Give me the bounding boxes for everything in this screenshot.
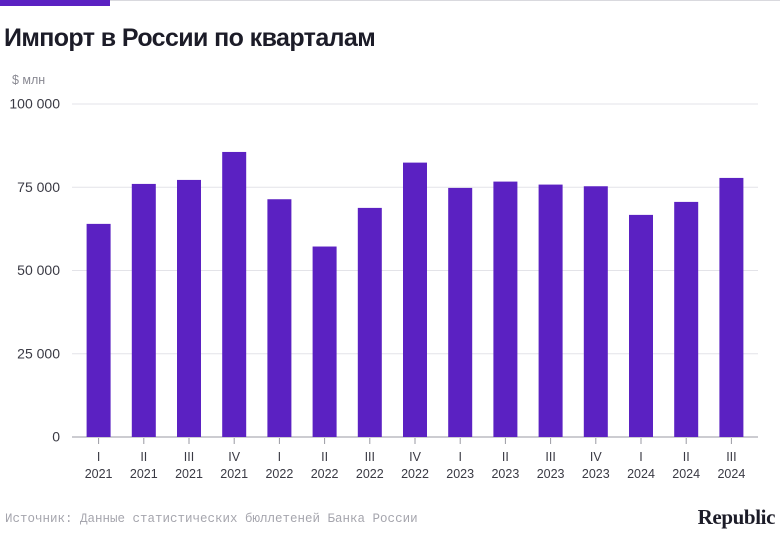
x-tick-label-quarter: I — [458, 450, 461, 464]
chart-title: Импорт в России по кварталам — [4, 24, 376, 52]
republic-logo: Republic — [697, 505, 776, 529]
x-tick-label-quarter: I — [97, 450, 100, 464]
x-tick-label-year: 2022 — [356, 467, 384, 481]
x-tick-label-quarter: II — [321, 450, 328, 464]
bar — [267, 199, 292, 437]
y-tick-label: 0 — [52, 429, 60, 445]
y-tick-label: 25 000 — [17, 345, 60, 361]
bar — [131, 183, 156, 437]
x-tick-label-year: 2021 — [130, 467, 158, 481]
x-tick-label-quarter: IV — [409, 450, 421, 464]
bar — [177, 179, 201, 437]
bar — [312, 246, 337, 437]
x-tick-label-quarter: IV — [228, 450, 240, 464]
x-tick-label-year: 2021 — [85, 467, 113, 481]
accent-bar — [0, 0, 110, 6]
x-tick-label-year: 2024 — [627, 467, 655, 481]
bar — [86, 223, 111, 437]
x-tick-label-quarter: III — [365, 450, 375, 464]
x-tick-label-year: 2022 — [265, 467, 293, 481]
source-note: Источник: Данные статистических бюллетен… — [5, 512, 418, 526]
x-tick-label-quarter: II — [502, 450, 509, 464]
x-tick-label-quarter: III — [545, 450, 555, 464]
bar — [403, 162, 427, 437]
x-tick-label-year: 2022 — [401, 467, 429, 481]
x-tick-label-quarter: IV — [590, 450, 602, 464]
x-tick-label-quarter: II — [140, 450, 147, 464]
bar — [719, 177, 744, 437]
x-tick-label-year: 2023 — [446, 467, 474, 481]
x-tick-label-year: 2024 — [717, 467, 745, 481]
y-unit-label: $ млн — [12, 73, 45, 87]
y-tick-label: 50 000 — [17, 262, 60, 278]
bar — [222, 151, 247, 437]
x-tick-label-year: 2022 — [311, 467, 339, 481]
x-tick-label-quarter: II — [683, 450, 690, 464]
x-tick-label-year: 2023 — [537, 467, 565, 481]
y-tick-label: 75 000 — [17, 179, 60, 195]
x-tick-label-year: 2023 — [582, 467, 610, 481]
bar — [448, 187, 473, 437]
x-tick-label-year: 2024 — [672, 467, 700, 481]
x-tick-label-quarter: I — [639, 450, 642, 464]
bar — [583, 186, 608, 437]
x-tick-label-quarter: I — [278, 450, 281, 464]
bar — [674, 201, 699, 437]
x-tick-label-year: 2021 — [175, 467, 203, 481]
bar — [629, 214, 653, 437]
x-tick-label-quarter: III — [726, 450, 736, 464]
top-divider — [0, 0, 780, 1]
bar — [493, 181, 518, 437]
x-tick-label-year: 2021 — [220, 467, 248, 481]
bar — [357, 207, 382, 437]
y-tick-label: 100 000 — [9, 96, 60, 112]
bar — [538, 184, 563, 437]
x-tick-label-year: 2023 — [491, 467, 519, 481]
x-tick-label-quarter: III — [184, 450, 194, 464]
